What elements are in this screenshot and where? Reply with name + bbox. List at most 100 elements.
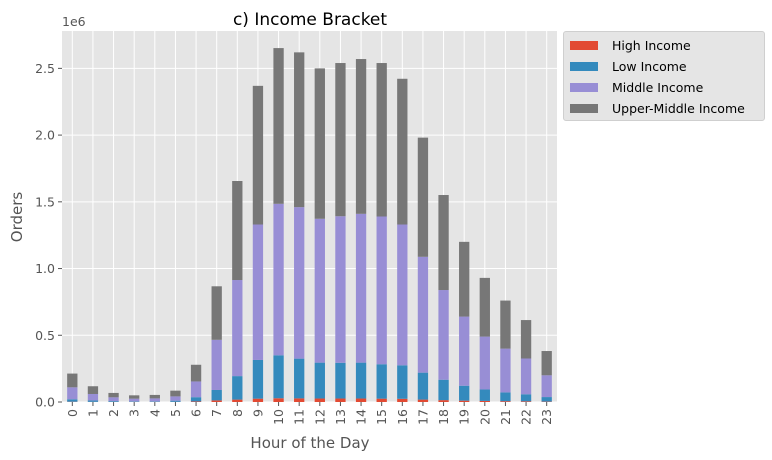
legend-label: Low Income (612, 58, 687, 74)
x-tick-label: 7 (209, 409, 224, 417)
bar-segment (294, 52, 305, 208)
bar-segment (67, 399, 78, 402)
bar-segment (459, 316, 470, 386)
bars (67, 48, 552, 402)
bar-segment (335, 398, 346, 402)
legend-swatch (570, 40, 598, 50)
legend-item-low-income: Low Income (570, 57, 687, 75)
bar-segment (417, 256, 429, 373)
bar-segment (520, 401, 532, 402)
bar-segment (294, 358, 305, 399)
bar-segment (335, 63, 346, 217)
bar-segment (479, 389, 490, 401)
bar-segment (232, 280, 243, 377)
bar-segment (149, 401, 160, 402)
bar-segment (190, 401, 202, 402)
bar-segment (67, 373, 78, 388)
x-tick-label: 0 (65, 409, 80, 417)
bar-segment (438, 379, 449, 401)
bar-segment (376, 364, 387, 399)
plot-background (62, 31, 557, 402)
x-axis-label: Hour of the Day (250, 434, 369, 452)
bar-segment (190, 397, 202, 402)
bar-segment (355, 213, 367, 363)
x-tick-label: 20 (477, 409, 492, 425)
bar-segment (417, 399, 429, 402)
bar-segment (190, 381, 202, 398)
bar-segment (149, 398, 160, 402)
x-tick-label: 5 (168, 409, 183, 417)
x-tick-label: 3 (127, 409, 142, 417)
y-tick-label: 0.5 (35, 328, 55, 343)
x-tick-label: 16 (395, 409, 410, 425)
x-tick-label: 8 (230, 409, 245, 417)
bar-segment (170, 400, 181, 402)
bar-segment (252, 359, 264, 399)
bar-segment (129, 398, 140, 402)
bar-segment (252, 85, 264, 225)
bar-segment (170, 396, 181, 401)
x-tick-label: 10 (271, 409, 286, 425)
bar-segment (520, 358, 532, 395)
bar-segment (397, 365, 408, 399)
y-offset-label: 1e6 (62, 14, 86, 29)
bar-segment (520, 394, 532, 402)
legend-swatch (570, 103, 598, 113)
bar-segment (355, 362, 367, 399)
bar-segment (479, 277, 490, 337)
legend: High Income Low Income Middle Income Upp… (563, 31, 765, 121)
bar-segment (397, 78, 408, 225)
bar-segment (541, 375, 552, 398)
bar-segment (232, 181, 243, 281)
y-tick-label: 2.0 (35, 128, 55, 143)
y-tick-label: 0.0 (35, 395, 55, 410)
legend-label: Upper-Middle Income (612, 100, 745, 116)
bar-segment (252, 224, 264, 360)
x-tick-label: 11 (292, 409, 307, 425)
bar-segment (376, 63, 387, 217)
bar-segment (376, 216, 387, 365)
bar-segment (67, 387, 78, 400)
bar-segment (149, 394, 160, 399)
bar-segment (232, 376, 243, 400)
bar-segment (108, 401, 119, 402)
bar-segment (397, 398, 408, 402)
bar-segment (273, 48, 284, 204)
bar-segment (479, 400, 490, 402)
bar-segment (211, 389, 222, 401)
legend-item-high-income: High Income (570, 36, 691, 54)
y-tick-label: 1.5 (35, 194, 55, 209)
bar-segment (87, 393, 99, 401)
legend-swatch (570, 61, 598, 71)
bar-segment (438, 195, 449, 291)
bar-segment (417, 372, 429, 400)
x-tick-label: 17 (415, 409, 430, 425)
legend-label: Middle Income (612, 79, 704, 95)
bar-segment (459, 241, 470, 317)
bar-segment (335, 362, 346, 399)
x-tick-label: 18 (436, 409, 451, 425)
bar-segment (87, 400, 99, 402)
x-tick-label: 23 (539, 409, 554, 425)
bar-segment (479, 336, 490, 390)
bar-segment (170, 390, 181, 397)
bar-segment (314, 218, 325, 363)
bar-segment (108, 392, 119, 398)
bar-segment (459, 385, 470, 401)
bar-segment (500, 401, 511, 402)
y-axis-ticks: 0.0 0.5 1.0 1.5 2.0 2.5 (35, 61, 62, 410)
x-axis-ticks: 0 1 2 3 4 5 6 7 8 9 10 11 12 13 14 15 16 17 18 19 20 21 22 23 (65, 402, 554, 425)
x-tick-label: 2 (106, 409, 121, 417)
bar-segment (294, 398, 305, 402)
legend-item-middle-income: Middle Income (570, 78, 703, 96)
x-tick-label: 12 (312, 409, 327, 425)
y-axis-label: Orders (8, 192, 26, 243)
x-tick-label: 22 (519, 409, 534, 425)
bar-segment (232, 399, 243, 402)
bar-segment (129, 401, 140, 402)
bar-segment (273, 203, 284, 356)
bar-segment (129, 395, 140, 399)
chart-title: c) Income Bracket (233, 10, 387, 30)
bar-segment (500, 392, 511, 402)
